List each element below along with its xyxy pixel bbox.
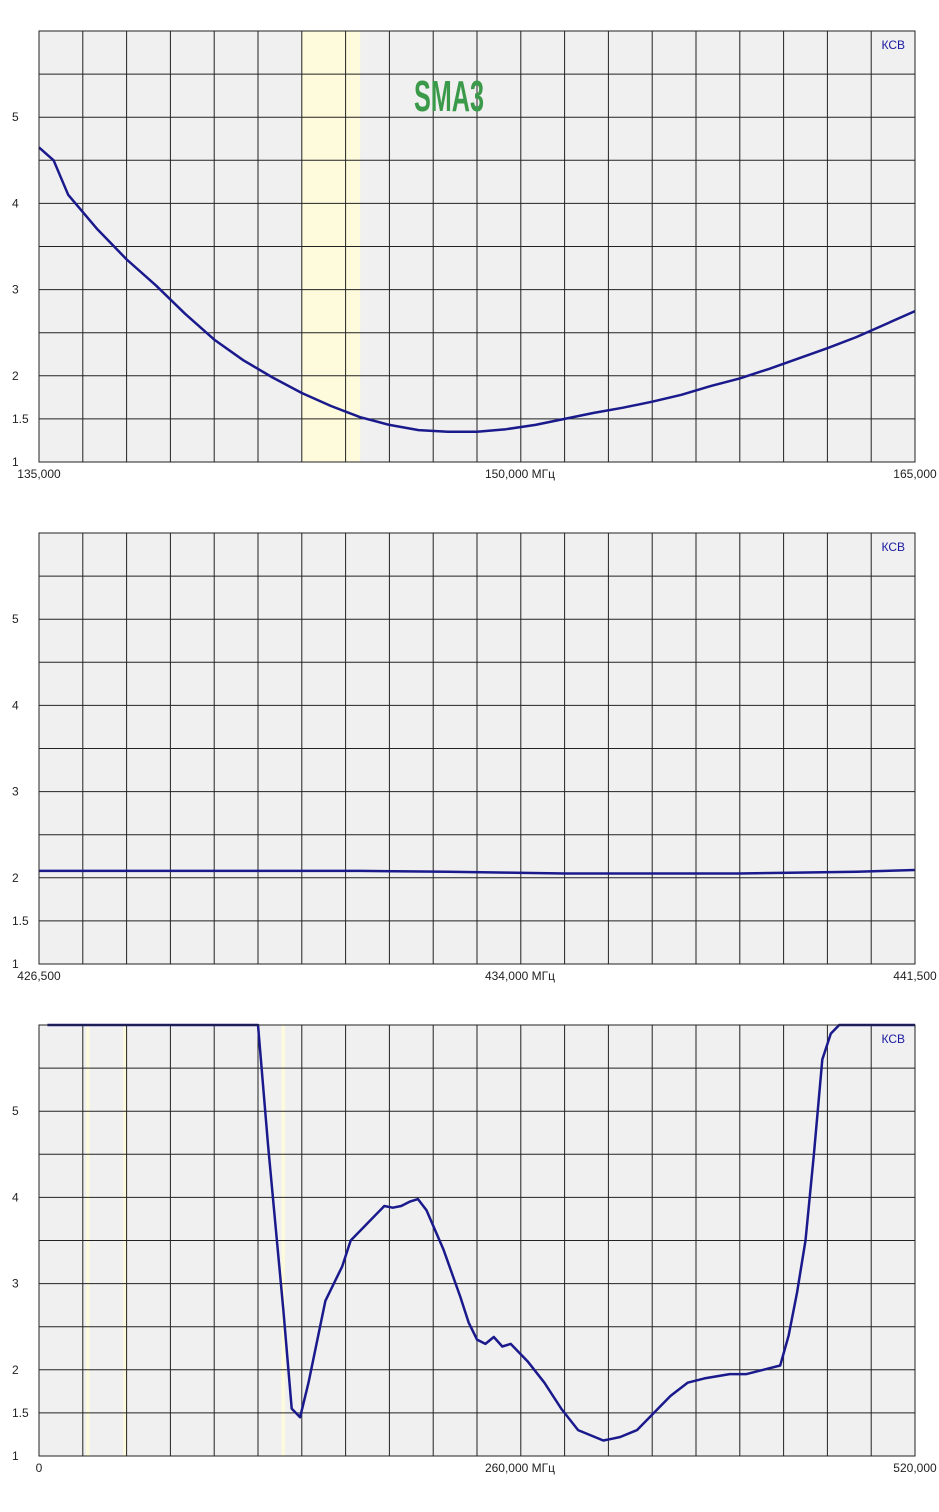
x-tick-label-mid: 260,000 МГц: [485, 1461, 555, 1475]
y-tick-label: 1.5: [12, 1406, 29, 1420]
watermark: SMA3: [414, 72, 484, 121]
chart-2: 1 1.5 2 3 4 5 426,500 434,000 МГц 441,500 КСВ: [12, 532, 937, 983]
y-tick-label: 1.5: [12, 412, 29, 426]
y-tick-label: 4: [12, 196, 19, 210]
y-tick-label: 2: [12, 1363, 19, 1377]
y-tick-label: 5: [12, 110, 19, 124]
corner-label: КСВ: [881, 1032, 905, 1046]
corner-label: КСВ: [881, 540, 905, 554]
y-tick-label: 5: [12, 612, 19, 626]
y-tick-label: 2: [12, 871, 19, 885]
y-tick-label: 3: [12, 283, 19, 297]
y-tick-label: 1: [12, 455, 19, 469]
chart-3: 1 1.5 2 3 4 5 0 260,000 МГц 520,000 КСВ: [12, 1023, 937, 1475]
series-line: [38, 146, 916, 434]
x-tick-label-min: 426,500: [17, 969, 61, 983]
corner-label: КСВ: [881, 38, 905, 52]
x-tick-label-mid: 150,000 МГц: [485, 467, 555, 481]
chart-1: 1 1.5 2 3 4 5 135,000 150,000 МГц 165,000 КСВ SMA3: [12, 30, 937, 481]
y-tick-label: 4: [12, 1190, 19, 1204]
x-tick-label-max: 520,000: [893, 1461, 937, 1475]
plot-border: [38, 30, 916, 463]
series-line: [47, 1023, 915, 1442]
y-tick-label: 1: [12, 957, 19, 971]
x-tick-label-mid: 434,000 МГц: [485, 969, 555, 983]
y-tick-label: 2: [12, 369, 19, 383]
y-tick-label: 1.5: [12, 914, 29, 928]
x-tick-label-min: 135,000: [17, 467, 61, 481]
y-tick-label: 1: [12, 1449, 19, 1463]
x-tick-label-min: 0: [36, 1461, 43, 1475]
plot-border: [38, 1024, 916, 1457]
y-tick-label: 3: [12, 1277, 19, 1291]
y-tick-label: 3: [12, 785, 19, 799]
x-tick-label-max: 441,500: [893, 969, 937, 983]
x-tick-label-max: 165,000: [893, 467, 937, 481]
y-tick-label: 4: [12, 698, 19, 712]
plot-border: [38, 532, 916, 965]
series-line: [39, 868, 916, 875]
y-tick-label: 5: [12, 1104, 19, 1118]
